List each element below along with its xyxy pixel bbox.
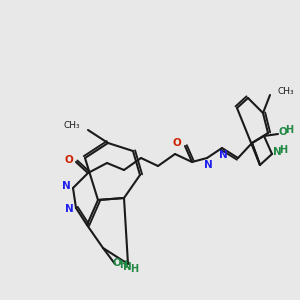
- Text: CH₃: CH₃: [278, 86, 295, 95]
- Text: H: H: [119, 260, 127, 270]
- Text: N: N: [61, 181, 70, 191]
- Text: O: O: [172, 138, 182, 148]
- Text: O: O: [279, 127, 287, 137]
- Text: H: H: [130, 264, 138, 274]
- Text: CH₃: CH₃: [63, 122, 80, 130]
- Text: N: N: [204, 160, 212, 170]
- Text: O: O: [112, 258, 122, 268]
- Text: N: N: [219, 150, 227, 160]
- Text: N: N: [123, 262, 131, 272]
- Text: O: O: [64, 155, 74, 165]
- Text: N: N: [273, 147, 281, 157]
- Text: H: H: [285, 125, 293, 135]
- Text: H: H: [279, 145, 287, 155]
- Text: N: N: [64, 204, 74, 214]
